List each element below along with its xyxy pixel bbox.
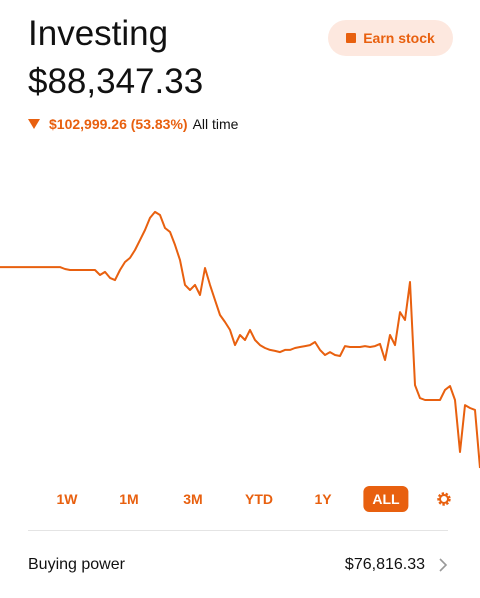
price-line — [0, 210, 480, 469]
change-period: All time — [192, 116, 239, 132]
page-title: Investing — [28, 14, 169, 53]
range-button[interactable]: 1Y — [314, 491, 332, 507]
buying-power-value[interactable]: $76,816.33 — [344, 556, 425, 573]
range-button[interactable]: 1M — [119, 491, 139, 507]
settings-icon[interactable] — [436, 491, 452, 507]
earn-stock-label: Earn stock — [363, 30, 435, 46]
portfolio-value: $88,347.33 — [28, 62, 204, 101]
portfolio-chart — [0, 210, 480, 469]
earn-stock-button[interactable]: Earn stock — [328, 20, 453, 56]
divider — [28, 530, 448, 531]
gift-icon — [346, 33, 357, 43]
range-button[interactable]: 1W — [56, 491, 78, 507]
buying-power-label[interactable]: Buying power — [28, 556, 125, 573]
range-selector: 1W 1M 3M YTD 1Y ALL — [36, 486, 466, 516]
range-button[interactable]: 3M — [183, 491, 203, 507]
chevron[interactable] — [438, 558, 448, 572]
range-button[interactable]: ALL — [363, 486, 409, 512]
range-button[interactable]: YTD — [245, 491, 273, 507]
change-amount: $102,999.26 (53.83%) — [49, 116, 188, 132]
down-arrow — [28, 119, 40, 129]
change-row: $102,999.26 (53.83%) All time — [28, 116, 238, 132]
